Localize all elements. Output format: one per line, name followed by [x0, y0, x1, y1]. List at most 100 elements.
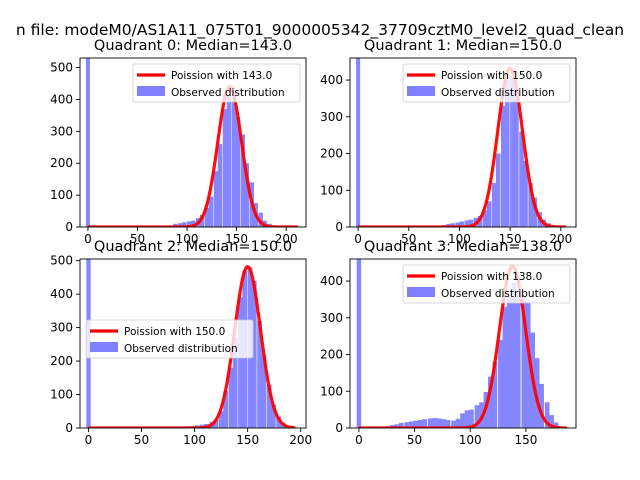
- histogram-bar: [451, 420, 456, 428]
- x-tick-label: 0: [85, 433, 93, 447]
- histogram-bar: [464, 410, 470, 428]
- histogram-bar: [441, 419, 446, 428]
- histogram-bar: [523, 160, 528, 227]
- panel-title: Quadrant 2: Median=150.0: [94, 239, 292, 255]
- histogram-bar: [356, 259, 362, 428]
- histogram-bar: [549, 415, 554, 428]
- histogram-bar: [213, 171, 219, 227]
- histogram-bar: [398, 422, 404, 428]
- legend: Poission with 138.0 Observed distribution: [402, 264, 571, 304]
- y-tick-label: 100: [50, 188, 73, 202]
- histogram-bar: [532, 197, 537, 227]
- legend-bar-swatch: [137, 86, 165, 96]
- histogram-bar: [492, 361, 498, 428]
- axes-frame: [349, 57, 577, 228]
- histogram-bar: [231, 97, 237, 227]
- figure-suptitle: n file: modeM0/AS1A11_075T01_9000005342_…: [16, 21, 624, 40]
- histogram-bar: [257, 320, 262, 428]
- y-tick-label: 200: [50, 156, 73, 170]
- y-tick-label: 100: [320, 183, 343, 197]
- legend: Poission with 150.0 Observed distribution: [402, 63, 571, 103]
- histogram-bar: [417, 419, 423, 428]
- legend-label-fit: Poission with 150.0: [441, 70, 542, 82]
- histogram-bar: [498, 339, 503, 428]
- x-tick-label: 100: [183, 433, 206, 447]
- quadrant-3-panel: 0 50 100 150 0 100 200 300 400 Quadrant 3: Median…: [320, 239, 577, 447]
- legend-label-fit: Poission with 143.0: [171, 70, 272, 82]
- histogram-bar: [436, 418, 442, 428]
- plot-area: [85, 58, 300, 227]
- y-tick-label: 400: [320, 73, 343, 87]
- histogram-bar: [521, 295, 527, 428]
- x-tick-label: 50: [407, 433, 422, 447]
- histogram-bar: [450, 223, 455, 227]
- legend-label-observed: Observed distribution: [441, 288, 555, 300]
- histogram-bar: [482, 210, 488, 227]
- histogram-bar: [199, 214, 205, 227]
- histogram-bar: [459, 221, 465, 227]
- histogram-bar: [515, 290, 521, 428]
- axes-frame: [79, 57, 307, 228]
- histogram-bar: [511, 282, 517, 428]
- histogram-bar: [460, 413, 465, 428]
- histogram-bar: [85, 58, 90, 227]
- y-tick-label: 400: [320, 274, 343, 288]
- y-tick-label: 300: [320, 110, 343, 124]
- y-tick-label: 200: [50, 354, 73, 368]
- histogram-bar: [235, 116, 241, 227]
- histogram-bar: [178, 223, 183, 227]
- histogram-bar: [528, 182, 533, 227]
- histogram-bar: [427, 418, 433, 428]
- y-tick-label: 0: [335, 421, 343, 435]
- y-tick-label: 400: [50, 287, 73, 301]
- histogram-bar: [404, 422, 410, 428]
- legend: Poission with 150.0 Observed distribution: [85, 319, 254, 359]
- histogram-bar: [409, 421, 414, 428]
- histogram-bar: [464, 220, 470, 227]
- histogram-bar: [519, 131, 524, 227]
- histogram-bar: [553, 422, 559, 428]
- y-tick-label: 0: [65, 421, 73, 435]
- histogram-bar: [506, 295, 512, 428]
- x-tick-label: 0: [84, 232, 92, 246]
- histogram-bar: [495, 153, 501, 227]
- histogram-bar: [432, 418, 438, 428]
- histogram-bar: [270, 404, 276, 428]
- histogram-bar: [491, 182, 497, 227]
- legend-box: [85, 319, 254, 359]
- y-tick-label: 200: [320, 348, 343, 362]
- y-tick-label: 300: [50, 124, 73, 138]
- x-tick-label: 150: [236, 433, 259, 447]
- y-tick-label: 300: [320, 311, 343, 325]
- histogram-bar: [413, 420, 419, 428]
- x-tick-label: 200: [549, 232, 572, 246]
- y-tick-label: 200: [320, 147, 343, 161]
- x-tick-label: 150: [514, 433, 537, 447]
- histogram-bar: [208, 196, 214, 227]
- histogram-bar: [501, 105, 506, 227]
- histogram-bar: [488, 376, 493, 428]
- x-tick-label: 100: [448, 232, 471, 246]
- plot-area: [356, 259, 569, 428]
- y-tick-label: 500: [50, 61, 73, 75]
- histogram-bar: [238, 297, 243, 428]
- x-tick-label: 150: [499, 232, 522, 246]
- axes-frame: [349, 258, 577, 429]
- histogram-bar: [455, 418, 461, 428]
- histogram-bar: [544, 402, 550, 428]
- panel-title: Quadrant 3: Median=138.0: [364, 239, 562, 255]
- histogram-bar: [223, 391, 229, 428]
- histogram-bar: [468, 219, 474, 227]
- histogram-bar: [502, 306, 508, 428]
- legend-box: [402, 63, 571, 103]
- quadrant-1-panel: 0 50 100 150 200 0 100 200 300 400 Quadrant 1: Med…: [320, 38, 577, 246]
- legend-label-observed: Observed distribution: [124, 343, 238, 355]
- panel-title: Quadrant 0: Median=143.0: [94, 38, 292, 54]
- histogram-bar: [218, 411, 224, 428]
- histogram-bar: [187, 221, 192, 227]
- x-tick-label: 200: [275, 232, 298, 246]
- histogram-bar: [266, 384, 272, 428]
- histogram-bar: [232, 337, 238, 428]
- histogram-bar: [204, 207, 210, 227]
- legend-box: [132, 63, 301, 103]
